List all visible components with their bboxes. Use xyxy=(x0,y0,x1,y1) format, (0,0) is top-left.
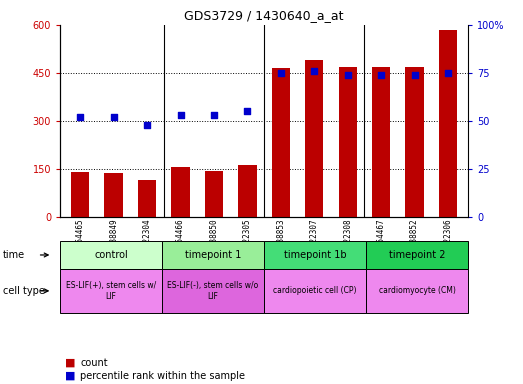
Bar xyxy=(338,67,357,217)
Point xyxy=(143,122,151,128)
Text: timepoint 1: timepoint 1 xyxy=(185,250,241,260)
Text: ES-LIF(+), stem cells w/
LIF: ES-LIF(+), stem cells w/ LIF xyxy=(66,281,156,301)
Point xyxy=(411,72,419,78)
Point xyxy=(176,112,185,118)
Bar xyxy=(172,167,190,217)
Point xyxy=(109,114,118,120)
Text: count: count xyxy=(80,358,108,368)
Point xyxy=(377,72,385,78)
Point xyxy=(243,108,252,114)
Text: timepoint 1b: timepoint 1b xyxy=(284,250,346,260)
Bar xyxy=(71,172,89,217)
Text: control: control xyxy=(94,250,128,260)
Point xyxy=(344,72,352,78)
Bar xyxy=(105,173,123,217)
Bar xyxy=(405,67,424,217)
Bar xyxy=(205,171,223,217)
Text: ■: ■ xyxy=(65,358,76,368)
Text: timepoint 2: timepoint 2 xyxy=(389,250,446,260)
Bar xyxy=(138,180,156,217)
Title: GDS3729 / 1430640_a_at: GDS3729 / 1430640_a_at xyxy=(185,9,344,22)
Bar xyxy=(238,165,257,217)
Bar xyxy=(305,60,323,217)
Bar xyxy=(439,30,457,217)
Point xyxy=(444,70,452,76)
Bar xyxy=(271,68,290,217)
Point xyxy=(210,112,218,118)
Text: percentile rank within the sample: percentile rank within the sample xyxy=(80,371,245,381)
Text: time: time xyxy=(3,250,25,260)
Bar xyxy=(372,66,390,217)
Text: cardiopoietic cell (CP): cardiopoietic cell (CP) xyxy=(274,286,357,295)
Point xyxy=(277,70,285,76)
Point xyxy=(310,68,319,74)
Text: cardiomyocyte (CM): cardiomyocyte (CM) xyxy=(379,286,456,295)
Text: ■: ■ xyxy=(65,371,76,381)
Text: ES-LIF(-), stem cells w/o
LIF: ES-LIF(-), stem cells w/o LIF xyxy=(167,281,259,301)
Point xyxy=(76,114,84,120)
Text: cell type: cell type xyxy=(3,286,44,296)
